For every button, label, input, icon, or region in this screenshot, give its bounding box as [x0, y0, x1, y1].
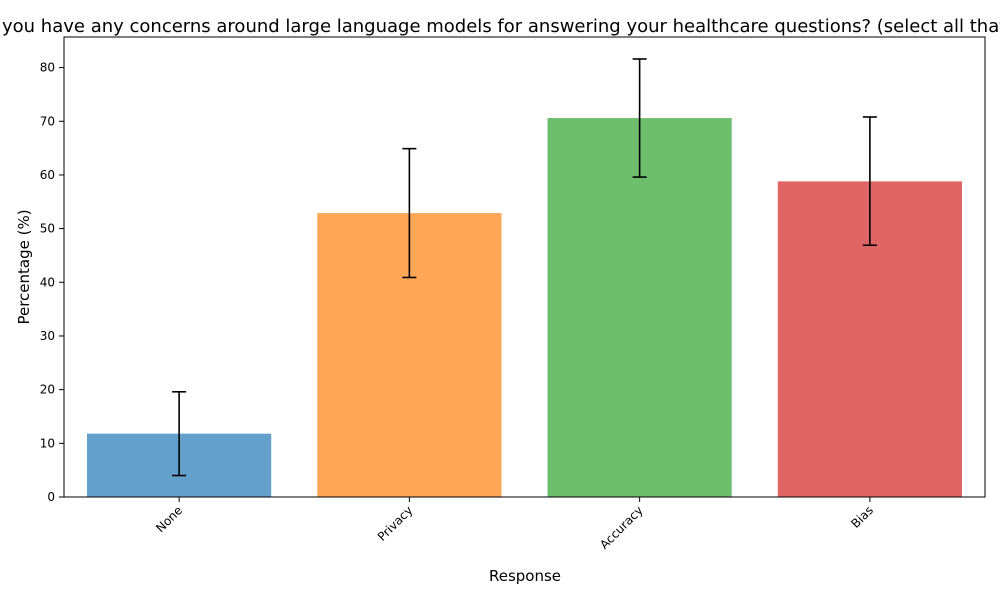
- plot-area: 0 10 20 30 40 50 60 70 80 None Privacy Accuracy Bias: [40, 36, 986, 552]
- y-tick-label: 70: [40, 114, 55, 128]
- y-tick-label: 40: [40, 275, 55, 289]
- plot-frame: [63, 36, 986, 498]
- y-tick-label: 50: [40, 222, 55, 236]
- x-tick-label-bias: Bias: [848, 503, 876, 531]
- y-tick-label: 60: [40, 168, 55, 182]
- y-tick-label: 80: [40, 61, 55, 75]
- x-tick-label-privacy: Privacy: [375, 503, 416, 544]
- x-tick-label-accuracy: Accuracy: [597, 503, 646, 552]
- x-tick-label-none: None: [153, 503, 185, 535]
- y-tick-label: 10: [40, 436, 55, 450]
- y-tick-label: 20: [40, 383, 55, 397]
- y-tick-label: 30: [40, 329, 55, 343]
- y-tick-label: 0: [47, 490, 55, 504]
- x-axis-label: Response: [489, 567, 561, 585]
- chart-title: Do you have any concerns around large la…: [0, 16, 1000, 37]
- bar-accuracy: [547, 118, 732, 498]
- y-axis-label: Percentage (%): [15, 209, 33, 324]
